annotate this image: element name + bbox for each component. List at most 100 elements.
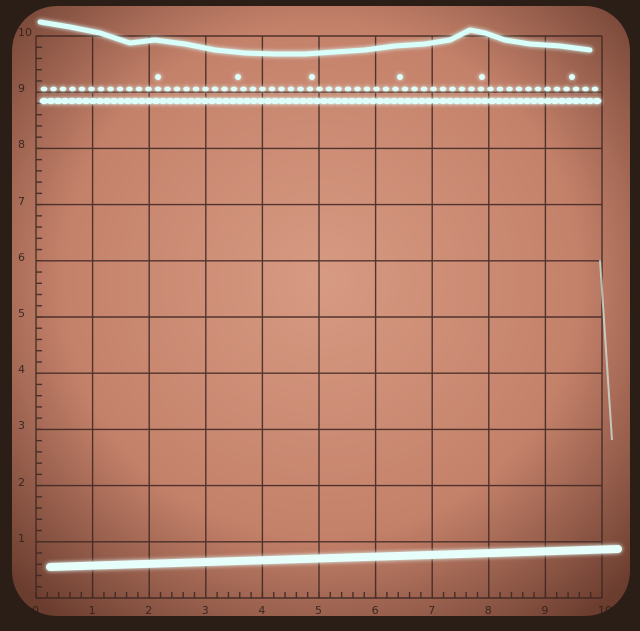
trace-dot [284, 97, 294, 105]
trace-dot [249, 86, 257, 92]
trace-dot [221, 86, 228, 92]
trace-dot [368, 97, 378, 105]
trace-dot [192, 86, 200, 92]
trace-dot [211, 86, 219, 92]
trace-dot [309, 74, 315, 80]
trace-dot [563, 86, 570, 92]
y-axis-label: 10 [18, 26, 32, 39]
x-axis-label: 7 [428, 604, 436, 617]
trace-dot [550, 97, 560, 105]
trace-dot [228, 97, 238, 105]
trace-dot [173, 86, 181, 92]
trace-dot [487, 97, 497, 105]
trace-dot [78, 86, 86, 92]
trace-dot [473, 97, 483, 105]
trace-dot [578, 97, 588, 105]
trace-dot [102, 97, 112, 105]
trace-dot [81, 97, 91, 105]
trace-dot [417, 97, 427, 105]
y-axis-label: 1 [18, 531, 25, 545]
trace-dot [158, 97, 168, 105]
trace-dot [155, 74, 161, 80]
x-axis-label: 10 [598, 604, 612, 617]
trace-dot [389, 97, 399, 105]
screen [12, 6, 630, 616]
trace-dot [392, 86, 399, 92]
y-axis-label: 9 [18, 82, 25, 96]
trace-dot [431, 97, 441, 105]
trace-dot [207, 97, 217, 105]
trace-dot [88, 86, 95, 92]
trace-dot [235, 74, 241, 80]
trace-dot [340, 97, 350, 105]
trace-dot [459, 97, 469, 105]
trace-dot [193, 97, 203, 105]
trace-dot [126, 86, 133, 92]
trace-dot [186, 97, 196, 105]
trace-dot [326, 97, 336, 105]
trace-dot [53, 97, 63, 105]
trace-dot [522, 97, 532, 105]
trace-dot [515, 97, 525, 105]
trace-dot [501, 97, 511, 105]
trace-dot [375, 97, 385, 105]
trace-dot [410, 97, 420, 105]
trace-dot [137, 97, 147, 105]
x-axis-label: 5 [315, 604, 322, 617]
trace-dot [468, 86, 475, 92]
trace-dot [536, 97, 546, 105]
trace-dot [183, 86, 190, 92]
trace-dot [97, 86, 105, 92]
x-axis-label: 9 [541, 604, 549, 617]
trace-dot [424, 97, 434, 105]
trace-dot [466, 97, 476, 105]
trace-dot [529, 97, 539, 105]
trace-dot [506, 86, 513, 92]
trace-dot [130, 97, 140, 105]
trace-dot [242, 97, 252, 105]
trace-dot [544, 86, 551, 92]
trace-dot [151, 97, 161, 105]
trace-dot [534, 86, 542, 92]
trace-dot [214, 97, 224, 105]
y-axis-label: 5 [18, 307, 25, 320]
trace-dot [202, 86, 209, 92]
graticule [35, 35, 603, 599]
trace-dot [382, 97, 392, 105]
trace-dot [403, 97, 413, 105]
trace-dot [123, 97, 133, 105]
y-axis-label: 4 [18, 363, 25, 377]
trace-dot [344, 86, 352, 92]
trace-dot [312, 97, 322, 105]
y-axis-label: 2 [18, 475, 25, 489]
trace-dot [401, 86, 409, 92]
trace-dot [585, 97, 595, 105]
dotted-trace-upper [40, 74, 599, 92]
bottom-waveform [46, 545, 622, 571]
trace-dot [109, 97, 119, 105]
trace-dot [458, 86, 466, 92]
trace-dot [438, 97, 448, 105]
trace-dot [277, 97, 287, 105]
trace-dot [557, 97, 567, 105]
trace-dot [543, 97, 553, 105]
trace-dot [582, 86, 589, 92]
trace-dot [297, 86, 304, 92]
trace-dot [354, 86, 361, 92]
trace-dot [263, 97, 273, 105]
trace-dot [107, 86, 114, 92]
top-trace [37, 19, 593, 57]
trace-dot [591, 86, 599, 92]
trace-dot [494, 97, 504, 105]
trace-dot [333, 97, 343, 105]
trace-dot [172, 97, 182, 105]
trace-dot [88, 97, 98, 105]
trace-dot [525, 86, 532, 92]
trace-dot [230, 86, 238, 92]
trace-dot [411, 86, 418, 92]
trace-dot [59, 86, 67, 92]
trace-dot [305, 97, 315, 105]
trace-dot [335, 86, 342, 92]
trace-dot [508, 97, 518, 105]
x-axis-label: 1 [88, 604, 96, 617]
